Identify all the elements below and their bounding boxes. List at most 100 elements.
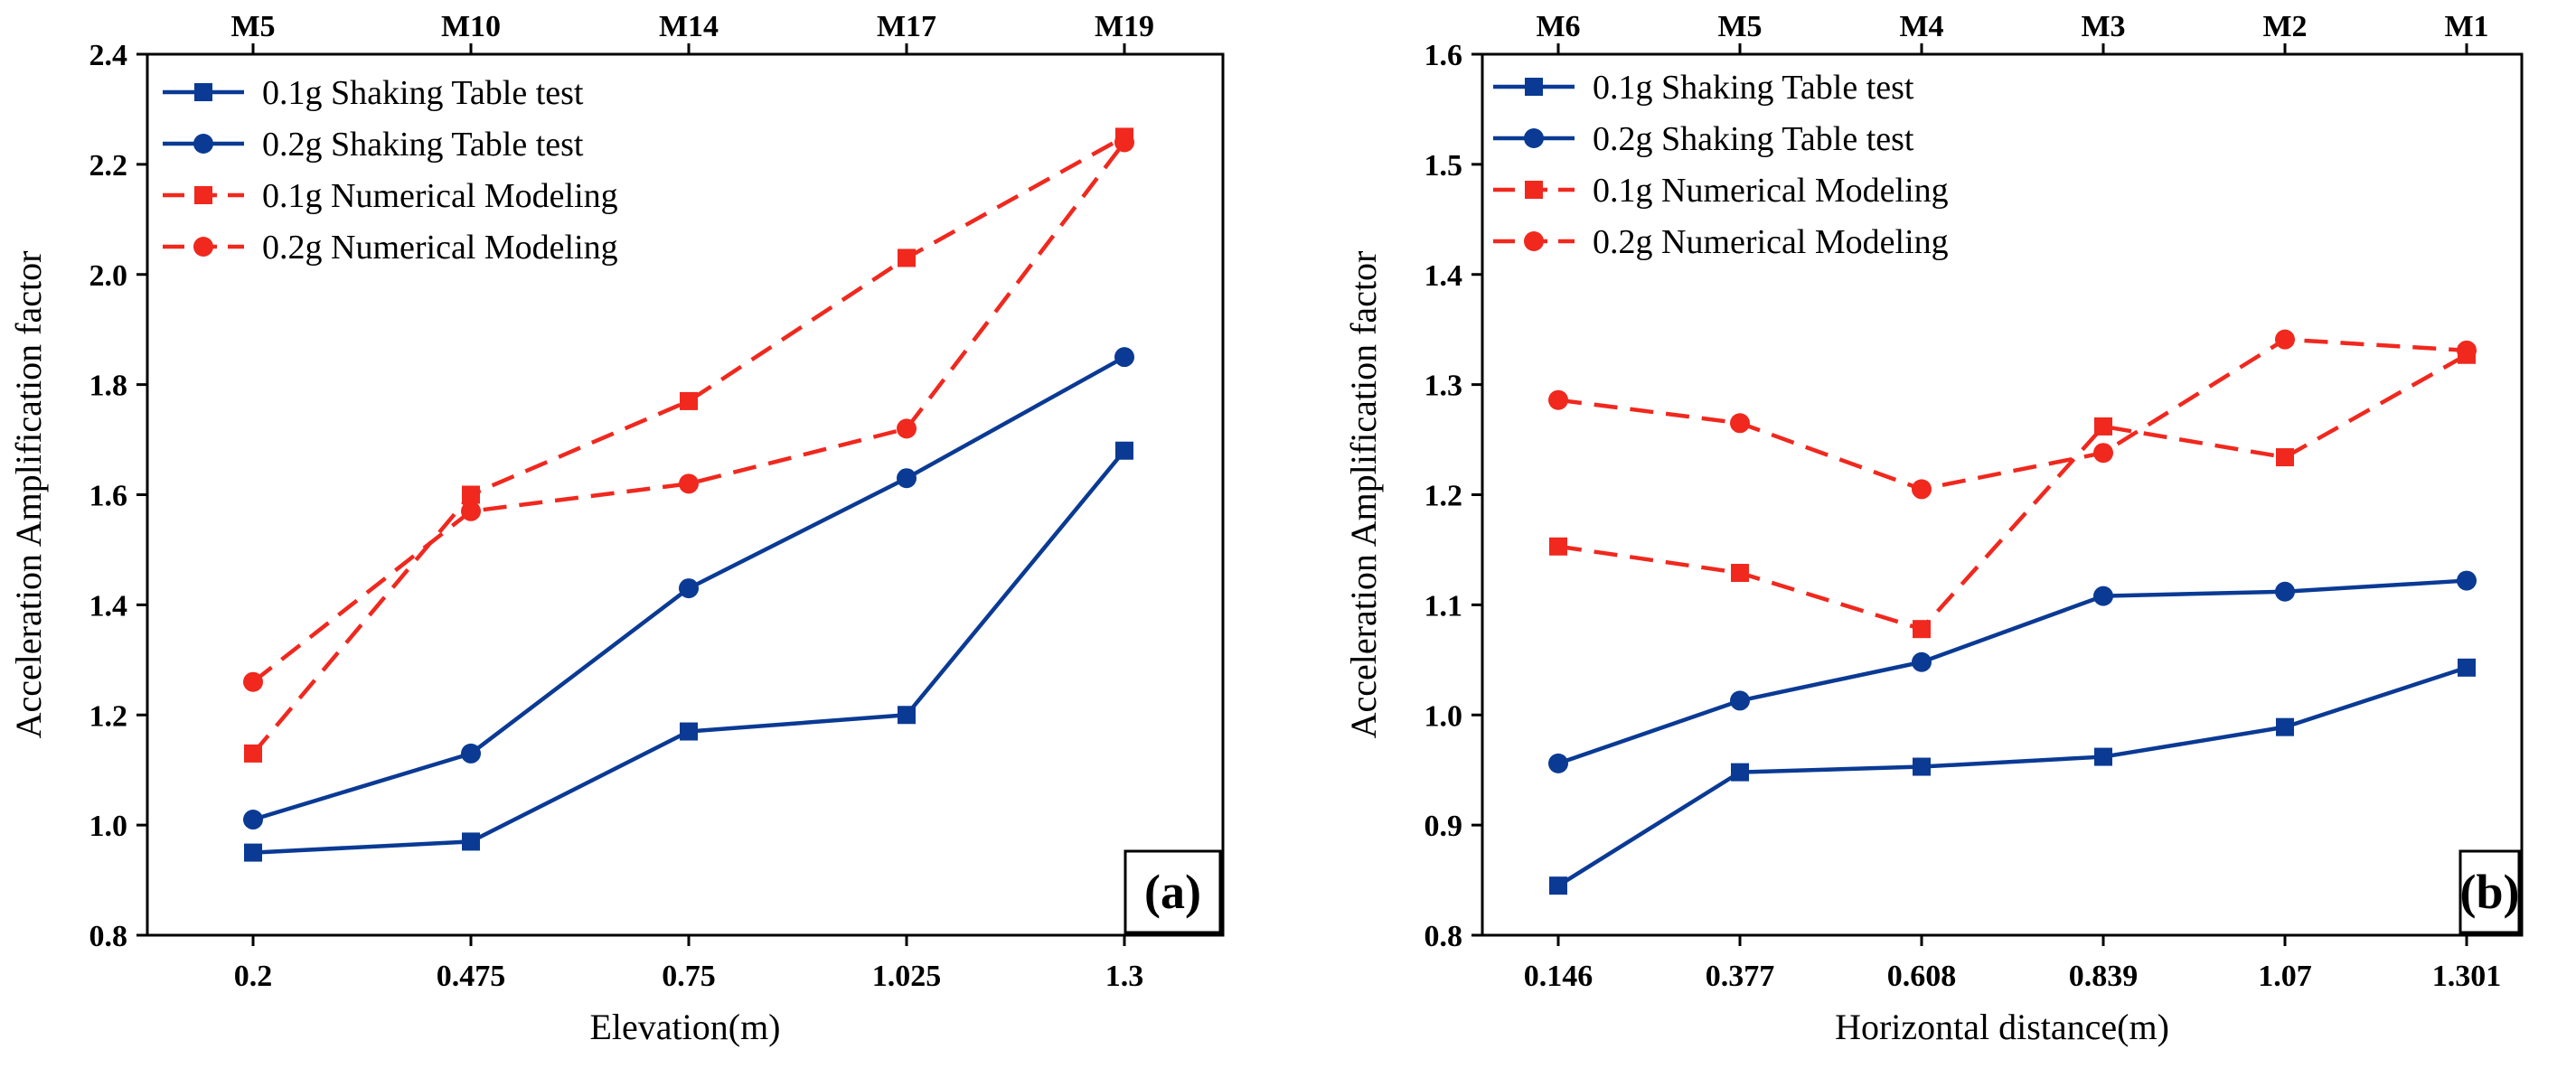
chart-a: 0.8 1.0 1.2 1.4 1.6 1.8 2.0 2.2 2.4 0.2 M5 0.475 M10… bbox=[8, 10, 1225, 1047]
x-top-label: M10 bbox=[441, 10, 501, 43]
data-point bbox=[1549, 876, 1567, 895]
data-point bbox=[680, 722, 698, 741]
legend-marker bbox=[194, 83, 212, 101]
data-point bbox=[2094, 417, 2112, 436]
legend-marker bbox=[194, 186, 212, 204]
legend-label: 0.1g Shaking Table test bbox=[262, 74, 584, 112]
series-line bbox=[251, 135, 1126, 755]
series-4 bbox=[1548, 329, 2477, 500]
data-point bbox=[2093, 443, 2113, 464]
data-point bbox=[1913, 620, 1931, 639]
x-top-label: M14 bbox=[659, 10, 719, 43]
data-point bbox=[1115, 441, 1133, 460]
y-tick-label: 1.0 bbox=[1424, 699, 1463, 733]
y-axis-title: Acceleration Amplification factor bbox=[1343, 251, 1384, 739]
legend-marker bbox=[1525, 78, 1543, 96]
legend-marker bbox=[193, 134, 213, 154]
y-tick-label: 0.8 bbox=[1424, 920, 1463, 953]
data-point bbox=[1114, 132, 1134, 153]
x-top-label: M5 bbox=[230, 10, 275, 43]
x-top-label: M17 bbox=[877, 10, 936, 43]
data-point bbox=[462, 832, 480, 851]
legend-marker bbox=[193, 237, 213, 257]
data-point bbox=[1114, 347, 1134, 368]
data-point bbox=[243, 671, 263, 692]
panel-label-box bbox=[1123, 849, 1222, 934]
data-point bbox=[679, 473, 699, 494]
legend-item: 0.2g Numerical Modeling bbox=[1493, 223, 1949, 261]
panel-label: (b) bbox=[2460, 865, 2520, 919]
data-point bbox=[462, 485, 480, 504]
legend-item: 0.2g Numerical Modeling bbox=[163, 229, 618, 267]
y-tick-label: 1.6 bbox=[89, 480, 128, 513]
data-point bbox=[1912, 479, 1932, 500]
x-axis-title: Horizontal distance(m) bbox=[1835, 1007, 2169, 1047]
panel-label: (a) bbox=[1144, 865, 1201, 919]
legend-item: 0.1g Numerical Modeling bbox=[1493, 172, 1949, 210]
y-tick-label: 1.6 bbox=[1424, 39, 1463, 72]
x-top-label: M1 bbox=[2444, 10, 2488, 43]
legend-label: 0.2g Shaking Table test bbox=[1593, 120, 1914, 158]
x-top-label: M3 bbox=[2081, 10, 2125, 43]
data-point bbox=[1548, 389, 1568, 410]
series-2 bbox=[243, 347, 1134, 830]
data-point bbox=[1730, 690, 1750, 711]
y-tick-label: 1.4 bbox=[89, 589, 128, 623]
legend-item: 0.2g Shaking Table test bbox=[163, 126, 584, 164]
y-tick-label: 0.9 bbox=[1424, 810, 1463, 843]
data-point bbox=[2276, 717, 2294, 736]
x-tick-label: 1.025 bbox=[872, 960, 942, 993]
legend-item: 0.2g Shaking Table test bbox=[1493, 120, 1914, 158]
y-tick-label: 1.1 bbox=[1424, 589, 1463, 623]
data-point bbox=[243, 810, 263, 830]
legend-label: 0.1g Shaking Table test bbox=[1593, 69, 1914, 107]
data-point bbox=[244, 843, 262, 862]
y-tick-label: 1.8 bbox=[89, 370, 128, 403]
data-point bbox=[2094, 747, 2112, 766]
y-tick-label: 2.2 bbox=[89, 149, 128, 183]
x-axis-title: Elevation(m) bbox=[589, 1007, 780, 1047]
data-point bbox=[1549, 537, 1567, 556]
y-tick-label: 1.5 bbox=[1424, 149, 1463, 183]
data-point bbox=[897, 418, 917, 439]
data-point bbox=[461, 501, 481, 521]
data-point bbox=[461, 743, 481, 764]
x-tick-label: 0.146 bbox=[1524, 960, 1594, 993]
data-point bbox=[2458, 658, 2476, 677]
x-top-label: M5 bbox=[1717, 10, 1762, 43]
data-point bbox=[244, 744, 262, 763]
x-top-label: M2 bbox=[2262, 10, 2307, 43]
legend-marker bbox=[1525, 181, 1543, 199]
data-point bbox=[1913, 757, 1931, 776]
x-tick-label: 0.608 bbox=[1887, 960, 1957, 993]
y-tick-label: 2.0 bbox=[89, 259, 128, 293]
y-axis-title: Acceleration Amplification factor bbox=[8, 251, 49, 739]
legend-item: 0.1g Shaking Table test bbox=[163, 74, 584, 112]
data-point bbox=[898, 706, 916, 725]
series-line bbox=[251, 141, 1126, 684]
y-tick-label: 2.4 bbox=[89, 39, 128, 72]
data-point bbox=[2275, 581, 2295, 602]
x-top-label: M19 bbox=[1095, 10, 1154, 43]
data-point bbox=[1730, 413, 1750, 434]
x-top-label: M6 bbox=[1536, 10, 1580, 43]
y-tick-label: 1.2 bbox=[89, 699, 128, 733]
data-point bbox=[897, 468, 917, 489]
legend-marker bbox=[1524, 231, 1544, 251]
x-tick-label: 0.2 bbox=[234, 960, 273, 993]
series-line bbox=[1557, 337, 2468, 492]
series-1 bbox=[1549, 658, 2476, 895]
y-tick-label: 1.3 bbox=[1424, 370, 1463, 403]
chart-b: 0.8 0.9 1.0 1.1 1.2 1.3 1.4 1.5 1.6 0.146 M6 0.377 M… bbox=[1343, 10, 2524, 1047]
data-point bbox=[898, 248, 916, 267]
series-line bbox=[1557, 578, 2468, 766]
legend: 0.1g Shaking Table test 0.2g Shaking Tabl… bbox=[163, 74, 618, 267]
series-2 bbox=[1548, 570, 2477, 773]
legend-label: 0.1g Numerical Modeling bbox=[262, 177, 618, 215]
data-point bbox=[2275, 329, 2295, 350]
legend-marker bbox=[1524, 128, 1544, 148]
data-point bbox=[2457, 570, 2477, 591]
data-point bbox=[680, 391, 698, 410]
legend-label: 0.2g Numerical Modeling bbox=[1593, 223, 1949, 261]
